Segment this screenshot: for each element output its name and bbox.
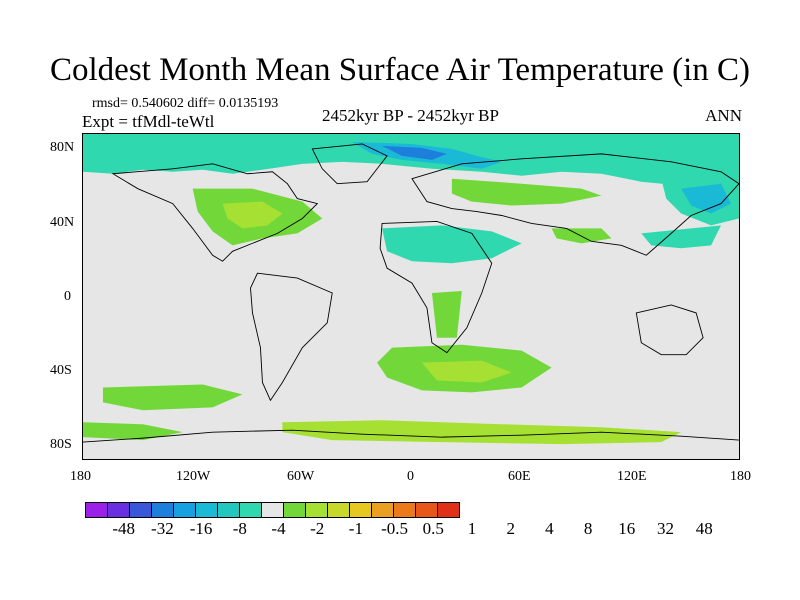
anomaly-patch [382,145,447,160]
colorbar-swatch [85,502,108,518]
colorbar-label: 16 [618,519,636,538]
colorbar-label: -8 [232,519,247,538]
colorbar-swatch [151,502,174,518]
colorbar-swatch [437,502,460,518]
colorbar-label: -2 [310,519,325,538]
season-label: ANN [705,106,742,125]
colorbar-swatch [283,502,306,518]
colorbar-label: 32 [657,519,674,538]
lat-label-80s: 80S [50,437,72,452]
lon-label-120e: 120E [617,469,647,484]
lat-label-80n: 80N [50,140,75,155]
anomaly-patch [282,420,682,445]
period-label: 2452kyr BP - 2452kyr BP [322,106,499,125]
lon-label-180e: 180 [730,469,751,484]
colorbar-swatch [173,502,196,518]
colorbar-label: 48 [695,519,713,538]
colorbar-swatch [129,502,152,518]
colorbar-swatch [393,502,416,518]
colorbar-swatch [217,502,240,518]
south-america-coastline [250,272,333,402]
colorbar-swatch [107,502,130,518]
anomaly-patch [382,225,522,264]
anomaly-patch [102,384,243,411]
coastlines [83,143,739,443]
anomaly-patches [83,134,739,445]
colorbar-swatch [305,502,328,518]
colorbar-label: -48 [112,519,136,538]
antarctica-coastline [83,429,739,443]
lat-label-0: 0 [64,289,71,304]
colorbar-label: 8 [583,519,593,538]
colorbar-label: 1 [467,519,477,538]
anomaly-patch [681,183,732,214]
lat-label-40s: 40S [50,363,72,378]
lon-label-120w: 120W [176,469,211,484]
colorbar-label: -16 [189,519,213,538]
anomaly-patch [451,178,602,206]
colorbar-swatch [261,502,284,518]
greenland-coastline [311,143,388,185]
lon-label-0: 0 [407,469,414,484]
colorbar-label: -4 [271,519,286,538]
north-america-coastline [111,163,319,262]
world-map [82,133,740,460]
colorbar-label: -1 [348,519,363,538]
colorbar-label: -32 [151,519,174,538]
anomaly-patch [222,201,283,229]
anomaly-patch [431,291,462,338]
lon-label-60e: 60E [508,469,531,484]
stats-text: rmsd= 0.540602 diff= 0.0135193 [92,96,279,111]
anomaly-patch [421,360,512,383]
colorbar-label: -0.5 [381,519,409,538]
lon-label-60w: 60W [287,469,315,484]
australia-coastline [635,304,704,356]
colorbar-label: 2 [506,519,515,538]
colorbar-swatch [371,502,394,518]
colorbar-swatch [195,502,218,518]
colorbar-swatch [415,502,438,518]
colorbar-label: 4 [545,519,554,538]
colorbar [85,502,460,518]
colorbar-swatch [327,502,350,518]
lon-label-180w: 180 [70,469,91,484]
anomaly-patch [83,422,183,441]
eurasia-coastline [411,153,739,256]
colorbar-swatch [239,502,262,518]
experiment-label: Expt = tfMdl-teWtl [82,112,215,131]
anomaly-patch [641,225,722,249]
lat-label-40n: 40N [50,215,75,230]
africa-coastline [379,221,493,354]
colorbar-swatch [349,502,372,518]
plot-title: Coldest Month Mean Surface Air Temperatu… [50,52,750,88]
colorbar-label: 0.5 [422,519,444,538]
